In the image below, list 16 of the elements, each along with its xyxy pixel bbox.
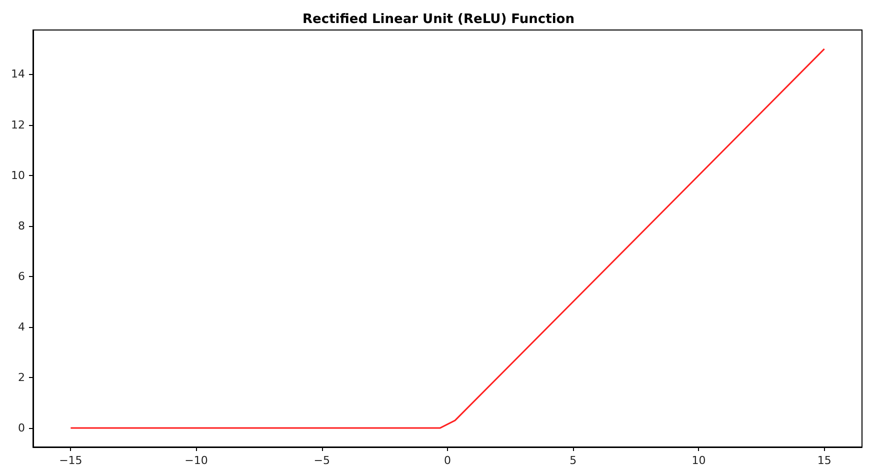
x-tick-label: 15 [817,454,832,467]
y-tick-label: 12 [11,118,25,132]
y-tick-label: 0 [18,422,25,435]
x-tick-label: 10 [692,454,706,467]
x-tick-label: −15 [59,454,82,467]
y-tick-label: 4 [18,320,25,334]
x-tick-label: −10 [184,454,208,467]
y-tick-label: 2 [18,371,25,384]
y-tick-label: 14 [11,68,25,81]
chart-title: Rectified Linear Unit (ReLU) Function [302,12,574,27]
x-tick-label: −5 [314,454,330,467]
x-tick-label: 5 [570,454,577,467]
y-tick-label: 6 [18,270,25,283]
y-tick-label: 8 [18,219,25,232]
x-tick-label: 0 [444,454,451,467]
y-tick-label: 10 [11,168,25,182]
